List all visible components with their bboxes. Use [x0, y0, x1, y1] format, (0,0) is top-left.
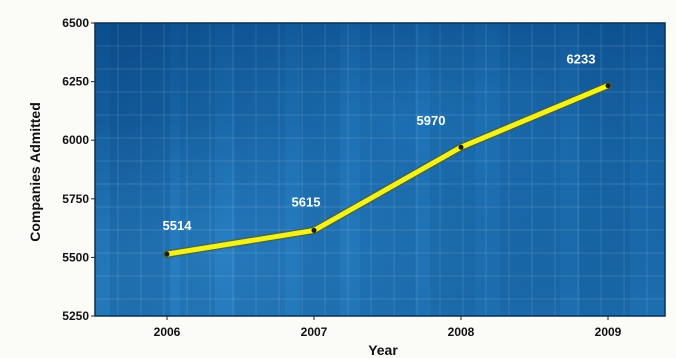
background-texture — [430, 23, 475, 316]
y-tick-label: 5250 — [62, 309, 89, 323]
y-tick-label: 6250 — [62, 75, 89, 89]
x-axis-title: Year — [368, 342, 398, 358]
y-axis-title: Companies Admitted — [27, 102, 43, 242]
background-texture — [580, 23, 630, 316]
data-labels: 5514 5615 5970 6233 — [163, 52, 596, 234]
background-texture — [360, 23, 415, 316]
y-tick-label: 5750 — [62, 192, 89, 206]
grid-lines — [94, 22, 666, 317]
data-point — [311, 227, 317, 233]
data-label: 5615 — [292, 194, 321, 209]
x-tick-label: 2006 — [154, 325, 181, 339]
x-axis-ticks: 2006 2007 2008 2009 — [154, 316, 622, 339]
series-line-group — [163, 81, 612, 259]
background-texture — [110, 23, 170, 316]
x-tick-label: 2009 — [595, 325, 622, 339]
data-label: 5970 — [417, 113, 446, 128]
y-axis-ticks: 5250 5500 5750 6000 6250 6500 — [62, 16, 95, 323]
y-tick-label: 6500 — [62, 16, 89, 30]
background-texture — [180, 23, 215, 316]
x-tick-label: 2008 — [448, 325, 475, 339]
data-label: 6233 — [567, 52, 596, 67]
plot-border — [94, 22, 666, 317]
data-point — [458, 144, 464, 150]
y-tick-label: 6000 — [62, 133, 89, 147]
data-point — [605, 83, 611, 89]
background-texture — [300, 23, 340, 316]
plot-glow — [95, 23, 665, 316]
y-tick-label: 5500 — [62, 250, 89, 264]
plot-area — [95, 23, 665, 316]
series-line — [164, 83, 611, 257]
data-label: 5514 — [163, 218, 193, 233]
background-texture — [235, 23, 285, 316]
data-point — [164, 251, 170, 257]
x-tick-label: 2007 — [301, 325, 328, 339]
background-texture — [500, 23, 560, 316]
